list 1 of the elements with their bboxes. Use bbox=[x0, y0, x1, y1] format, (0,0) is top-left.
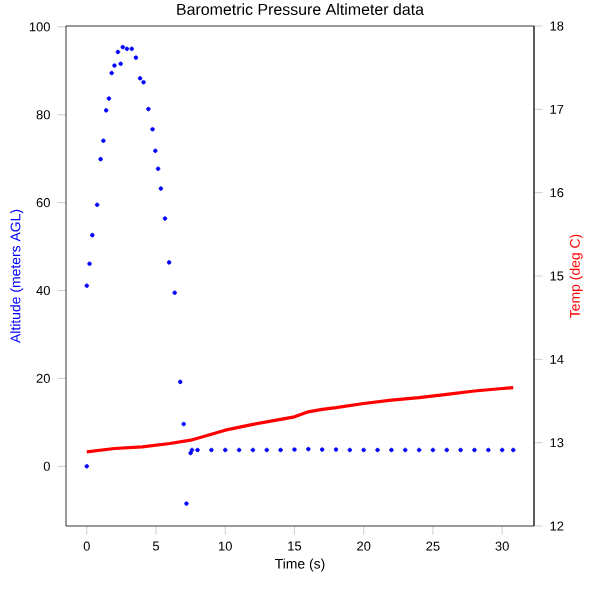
line-series bbox=[85, 386, 515, 454]
